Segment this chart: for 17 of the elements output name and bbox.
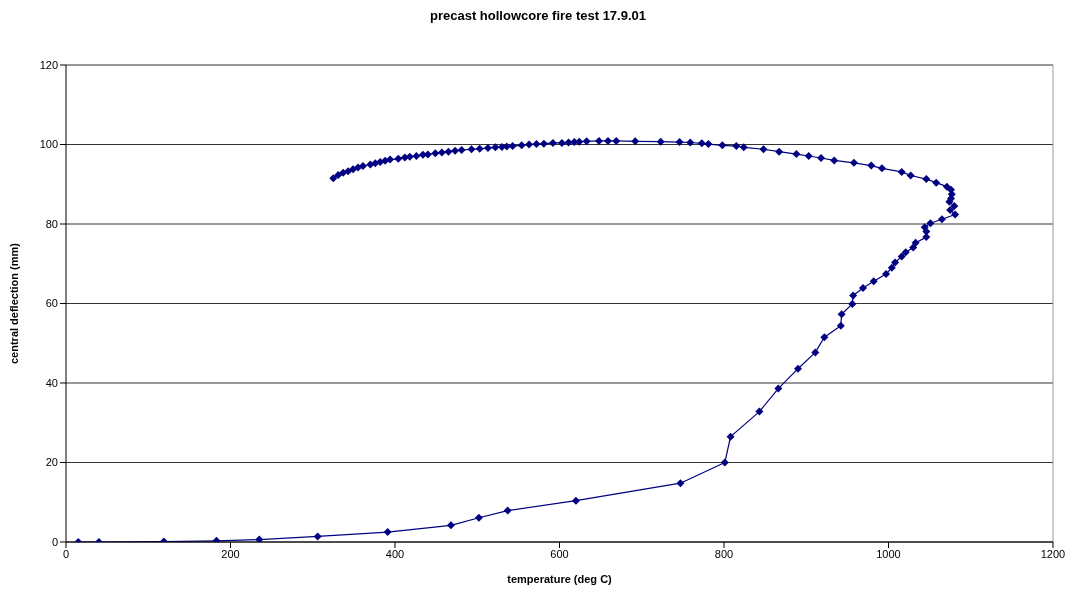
x-tick-label: 1200: [1040, 547, 1066, 560]
y-tick-label: 20: [45, 456, 58, 469]
y-tick-label: 60: [45, 297, 58, 310]
x-tick-label: 800: [714, 547, 734, 560]
chart-title: precast hollowcore fire test 17.9.01: [428, 8, 647, 23]
x-tick-label: 0: [62, 547, 70, 560]
y-axis-title: central deflection (mm): [7, 242, 20, 365]
y-tick-label: 120: [39, 58, 58, 71]
x-tick-label: 600: [550, 547, 569, 560]
x-axis-title: temperature (deg C): [507, 573, 613, 585]
x-tick-label: 400: [385, 547, 405, 560]
x-tick-label: 200: [221, 547, 240, 560]
y-tick-label: 40: [45, 376, 58, 389]
y-tick-label: 100: [39, 138, 58, 151]
x-tick-label: 1000: [876, 547, 901, 560]
y-tick-label: 80: [45, 217, 58, 230]
y-tick-label: 0: [51, 535, 58, 548]
